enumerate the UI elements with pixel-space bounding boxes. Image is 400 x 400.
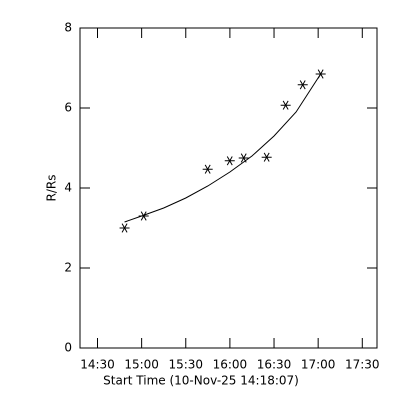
data-point	[238, 153, 249, 163]
data-point	[119, 223, 130, 233]
y-tick-label: 8	[64, 21, 72, 35]
x-tick-label: 14:30	[80, 358, 115, 372]
x-tick-label: 17:00	[301, 358, 336, 372]
data-point	[280, 100, 291, 110]
data-point	[224, 156, 235, 166]
x-tick-label: 15:00	[124, 358, 159, 372]
fit-line	[124, 73, 322, 223]
data-point	[202, 164, 213, 174]
x-tick-label: 15:30	[168, 358, 203, 372]
x-tick-label: 16:00	[213, 358, 248, 372]
x-tick-label: 17:30	[345, 358, 380, 372]
data-point	[297, 80, 308, 90]
plot-frame	[79, 27, 378, 349]
x-tick-label: 16:30	[257, 358, 292, 372]
y-tick-label: 2	[64, 261, 72, 275]
data-point	[261, 152, 272, 162]
y-tick-label: 0	[64, 341, 72, 355]
y-axis-label: R/Rs	[45, 175, 59, 202]
y-tick-label: 6	[64, 101, 72, 115]
y-tick-label: 4	[64, 181, 72, 195]
x-axis-label: Start Time (10-Nov-25 14:18:07)	[103, 374, 299, 388]
